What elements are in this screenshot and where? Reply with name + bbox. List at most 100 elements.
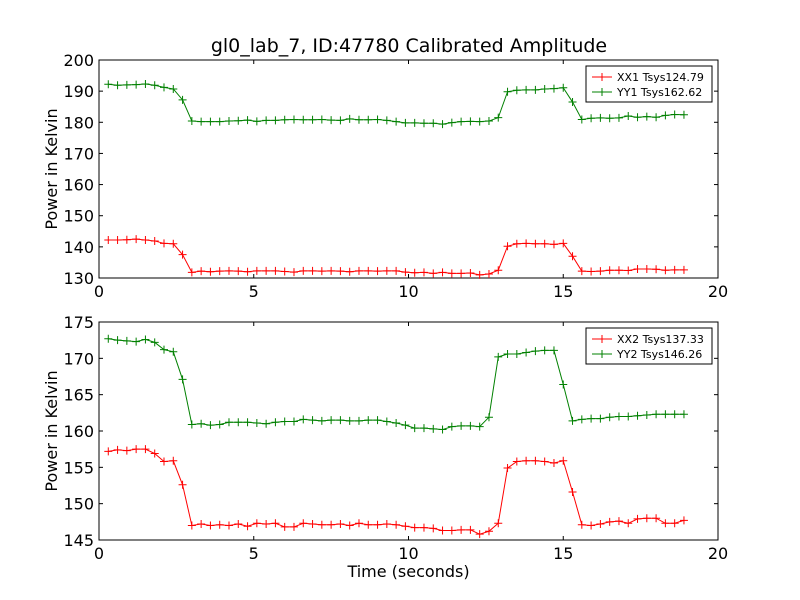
y-tick-label: 150 (63, 207, 94, 226)
legend-marker (598, 73, 606, 81)
data-point (159, 83, 168, 92)
data-point (484, 269, 493, 278)
data-point (419, 119, 428, 128)
data-point (401, 268, 410, 277)
data-point (178, 250, 187, 259)
x-tick-label: 0 (94, 544, 104, 563)
data-point (438, 526, 447, 535)
data-point (336, 416, 345, 425)
data-point (224, 418, 233, 427)
data-point (187, 420, 196, 429)
series-green (104, 334, 688, 434)
data-point (271, 519, 280, 528)
data-point (549, 240, 558, 249)
y-tick-label: 130 (63, 269, 94, 288)
data-point (596, 520, 605, 529)
series-red (104, 235, 688, 279)
data-point (317, 520, 326, 529)
data-point (252, 519, 261, 528)
data-point (243, 116, 252, 125)
data-point (624, 519, 633, 528)
data-point (104, 236, 113, 245)
data-point (624, 412, 633, 421)
x-tick-label: 20 (708, 544, 728, 563)
data-point (308, 520, 317, 529)
data-point (289, 522, 298, 531)
legend-label: YY2 Tsys146.26 (616, 348, 702, 361)
data-point (364, 115, 373, 124)
x-tick-label: 20 (708, 282, 728, 301)
data-point (327, 266, 336, 275)
data-point (549, 84, 558, 93)
data-point (234, 520, 243, 529)
legend: XX1 Tsys124.79 YY1 Tsys162.62 (585, 65, 713, 103)
data-point (438, 425, 447, 434)
data-point (457, 117, 466, 126)
data-point (605, 413, 614, 422)
data-point (549, 458, 558, 467)
data-point (605, 114, 614, 123)
data-point (392, 117, 401, 126)
data-point (327, 520, 336, 529)
y-tick-label: 190 (63, 82, 94, 101)
data-point (577, 115, 586, 124)
data-point (169, 84, 178, 93)
data-point (661, 519, 670, 528)
data-point (327, 116, 336, 125)
data-point (438, 268, 447, 277)
data-point (596, 414, 605, 423)
figure-title: gl0_lab_7, ID:47780 Calibrated Amplitude (211, 35, 607, 57)
y-tick-label: 160 (63, 422, 94, 441)
data-point (392, 520, 401, 529)
data-point (466, 117, 475, 126)
legend-marker (598, 335, 606, 343)
data-point (243, 522, 252, 531)
data-point (540, 346, 549, 355)
data-point (299, 415, 308, 424)
data-point (503, 464, 512, 473)
data-point (447, 526, 456, 535)
data-point (280, 267, 289, 276)
data-point (438, 120, 447, 129)
data-point (345, 521, 354, 530)
data-point (215, 520, 224, 529)
data-point (457, 525, 466, 534)
data-point (522, 348, 531, 357)
data-point (169, 347, 178, 356)
data-point (494, 266, 503, 275)
y-axis-title: Power in Kelvin (42, 370, 61, 491)
data-point (364, 416, 373, 425)
data-point (679, 265, 688, 274)
data-point (169, 456, 178, 465)
data-point (652, 514, 661, 523)
data-point (484, 117, 493, 126)
data-point (419, 268, 428, 277)
data-point (457, 421, 466, 430)
data-point (568, 252, 577, 261)
data-point (364, 266, 373, 275)
data-point (614, 517, 623, 526)
data-point (150, 81, 159, 90)
data-point (262, 266, 271, 275)
data-point (197, 117, 206, 126)
data-point (252, 419, 261, 428)
data-point (354, 519, 363, 528)
y-tick-label: 170 (63, 144, 94, 163)
data-point (447, 118, 456, 127)
data-point (262, 520, 271, 529)
data-point (206, 117, 215, 126)
data-point (512, 239, 521, 248)
data-point (494, 519, 503, 528)
data-point (132, 445, 141, 454)
data-point (652, 265, 661, 274)
data-point (122, 235, 131, 244)
data-point (392, 266, 401, 275)
y-tick-label: 140 (63, 238, 94, 257)
data-point (280, 522, 289, 531)
data-point (382, 266, 391, 275)
data-point (206, 421, 215, 430)
data-point (679, 410, 688, 419)
legend: XX2 Tsys137.33 YY2 Tsys146.26 (585, 327, 713, 365)
data-point (475, 422, 484, 431)
data-point (614, 266, 623, 275)
